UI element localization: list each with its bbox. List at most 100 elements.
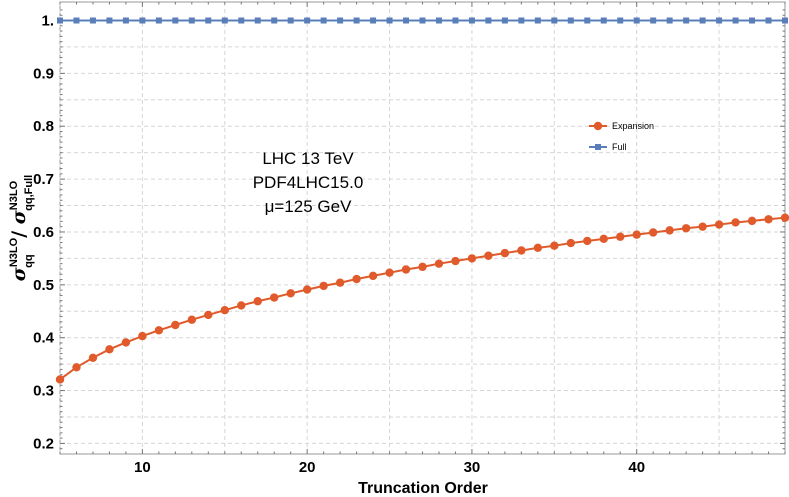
data-point <box>238 17 245 24</box>
data-point <box>551 17 558 24</box>
annotation-line-2: PDF4LHC15.0 <box>253 173 364 192</box>
data-point <box>617 17 624 24</box>
data-point <box>599 234 608 244</box>
data-point <box>253 297 262 306</box>
data-point <box>73 17 80 24</box>
y-tick-label: 0.8 <box>33 118 54 135</box>
data-point <box>237 301 246 310</box>
y-tick-label: 0.4 <box>33 330 55 347</box>
data-point <box>698 222 707 231</box>
y-sub-num: qq <box>23 254 35 267</box>
data-point <box>584 17 591 24</box>
data-point <box>665 226 674 235</box>
data-point <box>55 375 65 384</box>
data-point <box>683 17 690 24</box>
data-point <box>386 17 393 24</box>
plot-frame <box>59 1 786 455</box>
y-symbol-num: σ <box>8 266 30 281</box>
x-tick-label: 20 <box>299 459 316 476</box>
data-point <box>714 220 724 229</box>
data-point <box>105 345 114 354</box>
series-full <box>57 17 788 24</box>
data-point <box>648 228 658 237</box>
data-point <box>401 265 411 274</box>
data-point <box>154 326 164 335</box>
annotation: LHC 13 TeV PDF4LHC15.0 μ=125 GeV <box>253 149 364 216</box>
x-tick-label: 30 <box>464 459 481 476</box>
annotation-line-1: LHC 13 TeV <box>262 149 354 168</box>
data-point <box>172 17 179 24</box>
data-point <box>368 271 378 281</box>
data-point <box>747 216 757 226</box>
data-point <box>764 215 773 224</box>
y-sup-num: N3LO <box>8 237 20 267</box>
data-point <box>106 17 113 24</box>
y-axis-title-text: σN3LO qq / σN3LO qq,Full <box>8 175 35 281</box>
data-point <box>567 17 574 24</box>
data-point <box>271 17 278 24</box>
legend-marker <box>593 121 603 131</box>
legend-label: Expansion <box>612 121 654 131</box>
data-point <box>731 218 740 227</box>
data-point <box>320 17 327 24</box>
y-tick-label: 0.2 <box>33 435 54 452</box>
legend: Expansion Full <box>589 121 654 152</box>
data-point <box>518 17 525 24</box>
x-axis-title: Truncation Order <box>358 480 488 497</box>
data-point <box>501 17 508 24</box>
data-point <box>600 17 607 24</box>
data-point <box>171 320 180 330</box>
data-point <box>533 243 543 253</box>
data-point <box>88 353 98 362</box>
data-point <box>138 331 147 341</box>
data-point <box>484 251 493 260</box>
data-point <box>782 17 788 24</box>
data-point <box>468 17 475 24</box>
data-point <box>467 254 477 263</box>
data-point <box>534 17 541 24</box>
data-point <box>302 285 312 294</box>
data-point <box>286 289 295 298</box>
data-point <box>650 17 657 24</box>
x-axis-ticks: 10 20 30 40 <box>59 2 786 476</box>
data-point <box>188 17 195 24</box>
data-point <box>780 213 789 222</box>
data-point <box>287 17 294 24</box>
data-point <box>319 281 328 291</box>
data-point <box>633 17 640 24</box>
series-expansion <box>55 213 789 384</box>
data-point <box>616 232 625 241</box>
data-point <box>732 17 739 24</box>
y-tick-label: 1. <box>41 13 54 30</box>
annotation-line-3: μ=125 GeV <box>265 197 352 216</box>
legend-label: Full <box>612 142 627 152</box>
y-sub-den: qq,Full <box>23 175 35 211</box>
legend-marker <box>595 144 601 150</box>
data-point <box>155 17 162 24</box>
y-sup-den: N3LO <box>8 180 20 210</box>
y-tick-label: 0.5 <box>33 277 54 294</box>
x-tick-label: 40 <box>628 459 645 476</box>
data-point <box>205 17 212 24</box>
data-point <box>353 17 360 24</box>
data-point <box>370 17 377 24</box>
data-point <box>517 246 526 255</box>
legend-item: Full <box>589 142 627 152</box>
data-point <box>352 274 361 284</box>
data-point <box>57 17 63 24</box>
data-point <box>304 17 311 24</box>
data-point <box>254 17 261 24</box>
data-point <box>451 256 460 266</box>
data-point <box>485 17 492 24</box>
y-tick-label: 0.3 <box>33 383 54 400</box>
data-point <box>666 17 673 24</box>
legend-item: Expansion <box>589 121 654 131</box>
y-tick-label: 0.7 <box>33 171 54 188</box>
data-point <box>139 17 146 24</box>
data-point <box>270 293 279 302</box>
data-point <box>220 306 229 315</box>
data-point <box>632 230 641 239</box>
data-point <box>89 17 96 24</box>
y-slash: / <box>8 224 30 244</box>
